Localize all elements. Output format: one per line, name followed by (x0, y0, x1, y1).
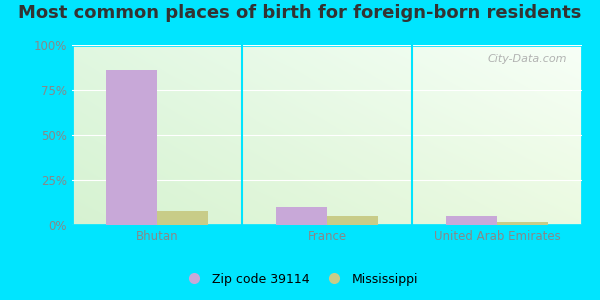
Bar (446, 216, 497, 225)
Text: Most common places of birth for foreign-born residents: Most common places of birth for foreign-… (19, 4, 581, 22)
Legend: Zip code 39114, Mississippi: Zip code 39114, Mississippi (176, 268, 424, 291)
Bar (276, 207, 327, 225)
Bar (327, 216, 378, 225)
Text: City-Data.com: City-Data.com (487, 54, 567, 64)
Bar (157, 211, 208, 225)
Bar (106, 70, 157, 225)
Bar (497, 222, 548, 225)
